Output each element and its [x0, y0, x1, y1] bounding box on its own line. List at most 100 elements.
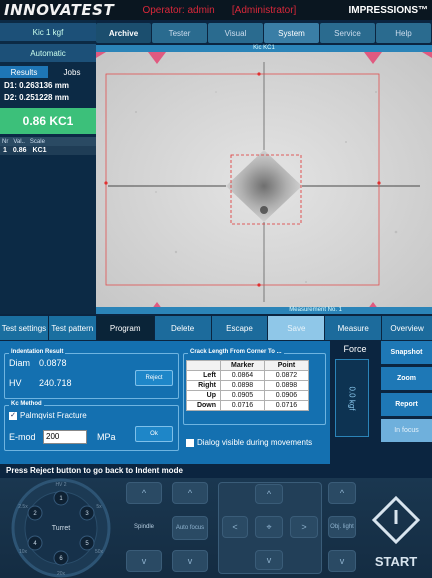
stage-center-button[interactable]: ⌖ [255, 516, 283, 538]
hardware-controls: HV 2 2.5x 20x 5x 10x 50x 1 2 3 4 5 6 Tur… [0, 478, 432, 578]
obj-light-button[interactable]: Obj. light [328, 516, 356, 538]
right-button-column: Snapshot Zoom Report In focus [381, 341, 432, 477]
light-down-button[interactable]: v [328, 550, 356, 572]
tab-system[interactable]: System [264, 23, 319, 43]
turret-position-1[interactable] [53, 490, 69, 506]
row-val: 0.86 [12, 147, 27, 154]
spindle-down-button[interactable]: v [126, 550, 162, 572]
table-row: Left 0.0864 0.0872 [186, 370, 309, 381]
tab-tester[interactable]: Tester [152, 23, 207, 43]
crack-length-table: Marker Point Left 0.0864 0.0872 Right 0.… [186, 360, 309, 411]
indentation-result-group: Indentation Result Diam 0.0878 HV 240.71… [4, 349, 179, 399]
palmqvist-checkbox[interactable]: ✓ [9, 411, 17, 420]
indentation-result-legend: Indentation Result [9, 349, 66, 355]
auto-focus-button[interactable]: Auto focus [172, 516, 208, 540]
turret-number: 5 [85, 541, 89, 547]
report-button[interactable]: Report [381, 393, 432, 416]
tab-jobs[interactable]: Jobs [48, 66, 96, 78]
crack-point-value: 0.0716 [264, 400, 309, 411]
stage-left-button[interactable]: < [222, 516, 248, 538]
chevron-down-icon: v [266, 555, 272, 565]
left-panel: Kic 1 kgf Automatic Results Jobs D1: 0.2… [0, 20, 96, 314]
delete-button[interactable]: Delete [154, 316, 211, 340]
load-selector[interactable]: Kic 1 kgf [0, 23, 96, 41]
turret-number: 1 [59, 496, 63, 502]
turret-position-6[interactable] [53, 550, 69, 566]
product-brand: IMPRESSIONS™ [348, 4, 428, 16]
turret-number: 4 [33, 541, 37, 547]
operator-label: Operator: admin [142, 4, 215, 16]
save-button[interactable]: Save [268, 316, 325, 340]
turret-position-5[interactable] [79, 535, 95, 551]
tab-visual[interactable]: Visual [208, 23, 263, 43]
turret-label: Turret [52, 525, 70, 532]
crack-marker-value: 0.0898 [220, 380, 265, 391]
table-row[interactable]: 1 0.86 KC1 [0, 146, 96, 155]
start-button[interactable]: START [362, 484, 430, 576]
crack-row-label: Up [186, 390, 221, 401]
kc-method-group: Kc Method ✓ Palmqvist Fracture E-mod 200 … [4, 401, 179, 451]
palmqvist-option[interactable]: ✓ Palmqvist Fracture [9, 411, 87, 420]
chevron-down-icon: v [339, 556, 345, 566]
crack-row-label: Left [186, 370, 221, 381]
crack-length-group: Crack Length From Corner To ... [183, 349, 326, 425]
start-label: START [374, 554, 418, 569]
kc-method-legend: Kc Method [9, 401, 44, 407]
diam-label: Diam [9, 358, 31, 368]
row-scale: KC1 [32, 147, 47, 154]
microscope-image[interactable] [96, 52, 432, 314]
turret-position-3[interactable] [79, 505, 95, 521]
tab-results[interactable]: Results [0, 66, 48, 78]
crack-point-value: 0.0906 [264, 390, 309, 401]
tab-service[interactable]: Service [320, 23, 375, 43]
crack-length-legend: Crack Length From Corner To ... [188, 349, 284, 355]
turret-dial[interactable]: HV 2 2.5x 20x 5x 10x 50x 1 2 3 4 5 6 Tur… [6, 478, 116, 578]
zoom-button[interactable]: Zoom [381, 367, 432, 390]
crack-table-header: Marker Point [186, 360, 309, 371]
row-nr: 1 [3, 147, 7, 154]
turret-position-4[interactable] [27, 535, 43, 551]
escape-button[interactable]: Escape [211, 316, 268, 340]
stage-up-button[interactable]: ^ [255, 484, 283, 504]
focus-up-button[interactable]: ^ [172, 482, 208, 504]
image-title-bar: Kic KC1 [96, 45, 432, 52]
palmqvist-label: Palmqvist Fracture [20, 411, 87, 420]
ring-label: 50x [95, 549, 104, 555]
stage-down-button[interactable]: v [255, 550, 283, 570]
results-table-header: Nr Val.. Scale [0, 137, 96, 146]
tab-archive[interactable]: Archive [96, 23, 151, 43]
measure-button[interactable]: Measure [325, 316, 382, 340]
turret-number: 6 [59, 556, 63, 562]
crack-col-point: Point [264, 360, 309, 371]
crack-marker-value: 0.0716 [220, 400, 265, 411]
tab-help[interactable]: Help [376, 23, 431, 43]
crack-point-value: 0.0872 [264, 370, 309, 381]
focus-down-button[interactable]: v [172, 550, 208, 572]
crosshair-icon: ⌖ [266, 521, 272, 532]
dialog-visible-option[interactable]: Dialog visible during movements [186, 438, 312, 447]
in-focus-button[interactable]: In focus [381, 419, 432, 442]
table-row: Right 0.0898 0.0898 [186, 380, 309, 391]
snapshot-button[interactable]: Snapshot [381, 341, 432, 364]
dialog-visible-checkbox[interactable] [186, 438, 194, 447]
force-panel: Force 0.0 kgf [331, 341, 379, 477]
emod-field[interactable]: 200 [43, 430, 87, 444]
crack-col-marker: Marker [220, 360, 265, 371]
ok-button[interactable]: Ok [135, 426, 173, 442]
test-pattern-button[interactable]: Test pattern [48, 316, 96, 340]
mode-selector[interactable]: Automatic [0, 44, 96, 62]
top-bar: INNOVATEST Operator: admin [Administrato… [0, 0, 432, 20]
test-settings-button[interactable]: Test settings [0, 316, 48, 340]
light-up-button[interactable]: ^ [328, 482, 356, 504]
ring-label: 20x [57, 571, 66, 577]
chevron-up-icon: ^ [339, 488, 345, 498]
crack-row-label: Down [186, 400, 221, 411]
spindle-up-button[interactable]: ^ [126, 482, 162, 504]
stage-right-button[interactable]: > [290, 516, 318, 538]
program-button[interactable]: Program [96, 316, 154, 340]
ring-label: 5x [96, 504, 102, 510]
reject-button[interactable]: Reject [135, 370, 173, 386]
overview-button[interactable]: Overview [382, 316, 432, 340]
turret-position-2[interactable] [27, 505, 43, 521]
chevron-up-icon: ^ [187, 488, 193, 498]
